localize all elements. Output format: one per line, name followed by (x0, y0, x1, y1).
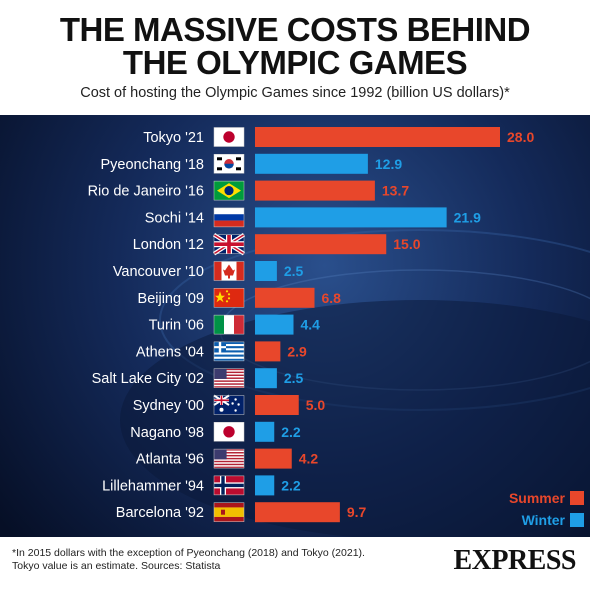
value-label-lillehammer-94: 2.2 (281, 477, 301, 493)
value-label-tokyo-21: 28.0 (507, 129, 534, 145)
value-label-sydney-00: 5.0 (306, 397, 326, 413)
legend-summer: Summer (509, 490, 584, 506)
value-label-nagano-98: 2.2 (281, 424, 301, 440)
category-label-tokyo-21: Tokyo '21 (143, 130, 204, 146)
bar-london-12 (255, 234, 387, 255)
bar-sydney-00 (255, 395, 299, 415)
category-label-london-12: London '12 (133, 237, 204, 253)
footer: *In 2015 dollars with the exception of P… (0, 537, 590, 590)
footnote: *In 2015 dollars with the exception of P… (12, 547, 412, 573)
category-label-turin-06: Turin '06 (149, 318, 204, 334)
japan-flag (213, 422, 245, 442)
value-label-salt-lake-city-02: 2.5 (284, 370, 304, 386)
bar-tokyo-21 (255, 127, 500, 147)
category-label-athens-04: Athens '04 (136, 344, 204, 360)
china-flag (213, 288, 245, 308)
bar-nagano-98 (255, 421, 275, 442)
legend-winter: Winter (522, 512, 584, 528)
value-label-barcelona-92: 9.7 (347, 504, 367, 520)
category-label-barcelona-92: Barcelona '92 (116, 505, 204, 521)
category-label-salt-lake-city-02: Salt Lake City '02 (92, 371, 204, 387)
header: THE MASSIVE COSTS BEHIND THE OLYMPIC GAM… (0, 0, 590, 115)
south-korea-flag (213, 154, 245, 174)
category-label-pyeonchang-18: Pyeonchang '18 (100, 157, 204, 173)
value-label-vancouver-10: 2.5 (284, 263, 304, 279)
category-label-sochi-14: Sochi '14 (145, 210, 204, 226)
italy-flag (213, 314, 245, 335)
value-label-atlanta-96: 4.2 (299, 451, 319, 467)
spain-flag (213, 502, 245, 522)
value-label-sochi-14: 21.9 (454, 209, 481, 225)
bar-pyeonchang-18 (255, 153, 368, 174)
value-label-rio-de-janeiro-16: 13.7 (382, 183, 409, 199)
category-label-lillehammer-94: Lillehammer '94 (102, 478, 204, 494)
legend-summer-swatch (570, 491, 584, 505)
usa-flag (213, 448, 245, 469)
bar-barcelona-92 (255, 502, 340, 523)
bar-beijing-09 (255, 287, 315, 308)
title-line-1: THE MASSIVE COSTS BEHIND (59, 11, 531, 48)
bar-sochi-14 (255, 207, 447, 228)
bar-chart: Tokyo '21 28.0 Pyeonchang '18 12.9 Rio de Ja… (88, 127, 534, 523)
category-label-atlanta-96: Atlanta '96 (136, 452, 204, 468)
value-label-turin-06: 4.4 (301, 317, 321, 333)
category-label-nagano-98: Nagano '98 (130, 425, 204, 441)
footnote-line-1: *In 2015 dollars with the exception of P… (12, 547, 365, 559)
value-label-athens-04: 2.9 (287, 343, 307, 359)
bar-lillehammer-94 (255, 475, 275, 496)
category-label-vancouver-10: Vancouver '10 (113, 264, 204, 280)
legend-summer-label: Summer (508, 490, 565, 506)
express-logo: EXPRESS (453, 545, 576, 576)
category-label-rio-de-janeiro-16: Rio de Janeiro '16 (88, 184, 204, 200)
category-label-sydney-00: Sydney '00 (133, 398, 204, 414)
subtitle: Cost of hosting the Olympic Games since … (80, 85, 510, 101)
bar-athens-04 (255, 341, 281, 362)
uk-flag (212, 233, 246, 256)
legend-winter-label: Winter (521, 512, 565, 528)
bar-salt-lake-city-02 (255, 368, 277, 389)
value-label-pyeonchang-18: 12.9 (375, 156, 402, 172)
bar-atlanta-96 (255, 448, 292, 469)
title-line-2: THE OLYMPIC GAMES (122, 44, 468, 81)
bar-vancouver-10 (255, 261, 277, 281)
value-label-london-12: 15.0 (393, 236, 420, 252)
bar-turin-06 (255, 314, 294, 335)
page-title: THE MASSIVE COSTS BEHIND THE OLYMPIC GAM… (0, 0, 590, 79)
bar-rio-de-janeiro-16 (255, 180, 375, 201)
usa-flag (213, 368, 245, 388)
canada-flag (213, 261, 245, 281)
brazil-flag (213, 180, 245, 201)
greece-flag (213, 341, 245, 362)
japan-flag (213, 127, 245, 147)
footnote-line-2: Tokyo value is an estimate. Sources: Sta… (12, 560, 221, 572)
category-label-beijing-09: Beijing '09 (138, 291, 204, 307)
norway-flag (213, 475, 245, 496)
legend: Summer Winter (484, 486, 584, 530)
value-label-beijing-09: 6.8 (322, 290, 342, 306)
russia-flag (213, 207, 245, 228)
australia-flag (213, 394, 245, 415)
legend-winter-swatch (570, 513, 584, 527)
